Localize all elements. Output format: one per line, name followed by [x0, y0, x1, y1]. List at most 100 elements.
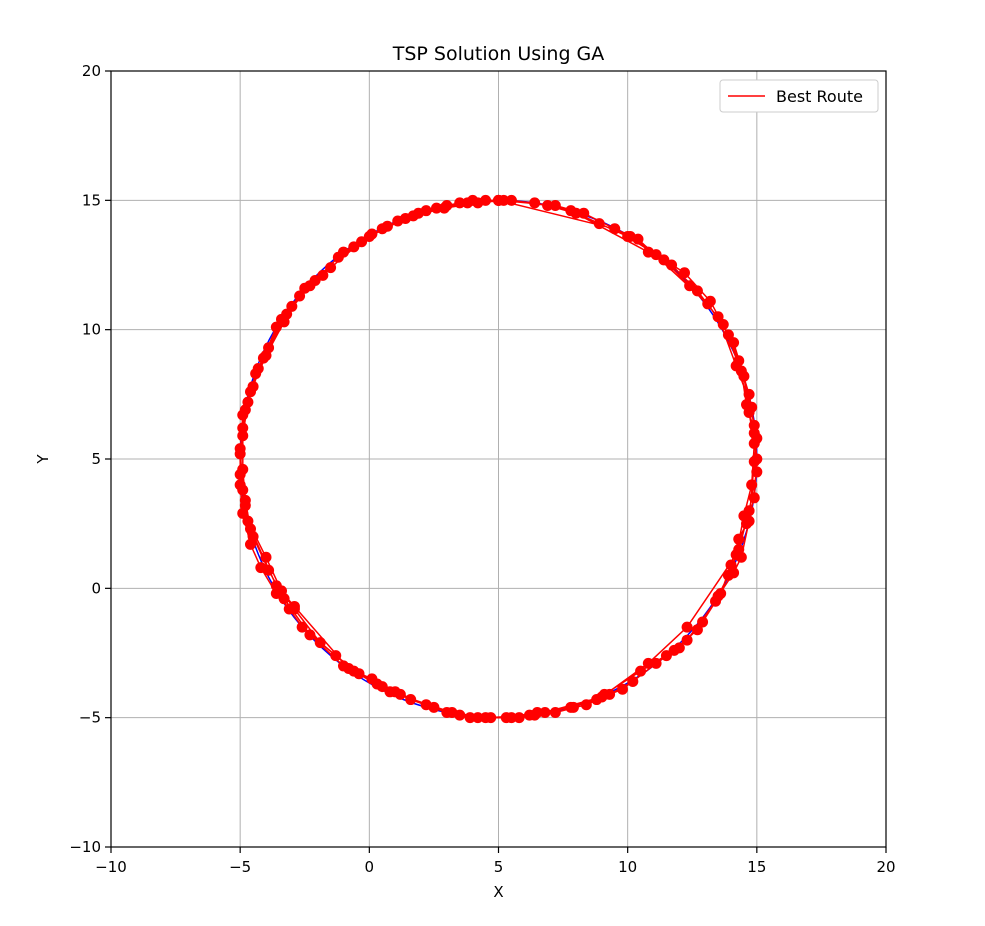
- y-axis-label: Y: [34, 454, 52, 465]
- city-marker: [500, 712, 512, 724]
- city-marker: [642, 246, 654, 258]
- x-tick-label: −10: [95, 858, 127, 876]
- city-marker: [384, 686, 396, 698]
- city-marker: [691, 624, 703, 636]
- city-marker: [529, 197, 541, 209]
- city-marker: [260, 551, 272, 563]
- city-marker: [270, 321, 282, 333]
- city-marker: [462, 197, 473, 209]
- city-marker: [237, 430, 249, 442]
- city-marker: [627, 675, 639, 687]
- city-marker: [348, 241, 360, 253]
- city-marker: [728, 567, 740, 579]
- x-tick-label: 15: [747, 858, 766, 876]
- city-marker: [294, 290, 306, 302]
- city-marker: [567, 701, 579, 713]
- x-tick-label: 0: [365, 858, 375, 876]
- y-tick-label: 5: [91, 450, 101, 468]
- city-marker: [332, 251, 344, 263]
- city-marker: [304, 629, 316, 641]
- city-marker: [598, 688, 610, 700]
- city-marker: [741, 399, 752, 411]
- city-marker: [681, 634, 693, 646]
- city-marker: [234, 469, 246, 481]
- city-marker: [464, 712, 476, 724]
- city-marker: [650, 657, 662, 669]
- city-marker: [239, 500, 251, 512]
- city-marker: [733, 533, 745, 545]
- city-marker: [609, 223, 621, 235]
- city-marker: [728, 337, 740, 349]
- city-marker: [735, 365, 747, 377]
- legend-box: [719, 79, 879, 113]
- axis-ticks: −10 −5 0 5 10 15 20 −10 −5 0 5 10 15 20: [69, 62, 895, 876]
- city-marker: [245, 386, 256, 398]
- city-marker: [691, 285, 703, 297]
- city-marker: [239, 404, 251, 416]
- city-marker: [405, 694, 417, 706]
- x-tick-label: 20: [876, 858, 895, 876]
- city-marker: [679, 267, 690, 279]
- city-marker: [722, 329, 734, 341]
- city-marker: [660, 650, 672, 662]
- city-marker: [748, 456, 760, 468]
- city-marker: [658, 254, 670, 266]
- city-marker: [363, 231, 375, 243]
- city-marker: [493, 194, 504, 206]
- city-marker: [570, 207, 582, 219]
- city-marker: [348, 665, 360, 677]
- x-tick-label: 5: [494, 858, 504, 876]
- city-marker: [735, 551, 747, 563]
- city-marker: [338, 660, 349, 672]
- city-marker: [376, 223, 388, 235]
- x-tick-label: −5: [229, 858, 251, 876]
- city-marker: [743, 515, 755, 527]
- legend-label-best-route: Best Route: [776, 87, 863, 106]
- city-marker: [296, 621, 308, 633]
- y-tick-label: 10: [82, 321, 101, 339]
- city-marker: [622, 231, 634, 243]
- city-marker: [480, 712, 492, 724]
- city-marker: [635, 665, 647, 677]
- x-axis-label: X: [493, 883, 503, 901]
- city-marker: [428, 701, 440, 713]
- city-marker: [702, 298, 714, 310]
- city-marker: [531, 706, 543, 718]
- city-marker: [278, 593, 290, 605]
- city-marker: [697, 616, 709, 628]
- city-marker: [441, 706, 453, 718]
- city-marker: [717, 318, 729, 330]
- city-marker: [288, 603, 300, 615]
- city-marker: [684, 280, 696, 292]
- chart-title: TSP Solution Using GA: [392, 43, 605, 65]
- city-marker: [549, 706, 561, 718]
- city-marker: [578, 207, 590, 219]
- y-tick-label: 0: [91, 579, 101, 597]
- city-marker: [505, 194, 517, 206]
- city-marker: [539, 706, 551, 718]
- city-marker: [712, 311, 724, 323]
- city-marker: [666, 259, 678, 271]
- city-marker: [278, 316, 290, 328]
- city-marker: [237, 422, 249, 434]
- city-marker: [407, 210, 419, 222]
- city-marker: [642, 657, 654, 669]
- x-tick-label: 10: [618, 858, 637, 876]
- city-marker: [681, 621, 693, 633]
- city-marker: [325, 262, 337, 274]
- city-marker: [376, 681, 388, 693]
- city-marker: [668, 644, 680, 656]
- city-marker: [632, 233, 644, 245]
- city-marker: [712, 590, 724, 602]
- city-marker: [580, 699, 592, 711]
- city-marker: [591, 694, 603, 706]
- city-marker: [748, 492, 760, 504]
- city-marker: [751, 432, 763, 444]
- city-markers: [234, 194, 763, 724]
- city-marker: [286, 300, 298, 312]
- city-marker: [263, 564, 275, 576]
- city-marker: [234, 443, 246, 455]
- city-marker: [394, 688, 406, 700]
- y-tick-label: 20: [82, 62, 101, 80]
